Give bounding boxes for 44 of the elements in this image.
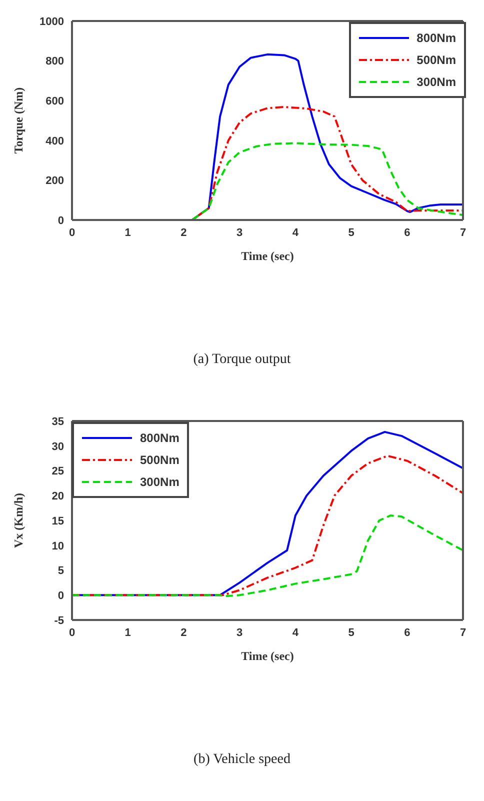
y-tick-label: 0 (58, 214, 64, 227)
y-tick-label: 15 (52, 515, 64, 528)
y-tick-label: 25 (52, 466, 64, 478)
y-tick-label: 20 (52, 490, 64, 503)
x-tick-label: 4 (292, 226, 300, 239)
y-tick-label: 0 (58, 590, 64, 602)
x-tick-label: 5 (348, 226, 354, 239)
y-tick-label: 5 (58, 565, 64, 578)
legend-label: 800Nm (416, 31, 456, 45)
x-tick-label: 4 (292, 626, 300, 639)
x-tick-label: 1 (124, 226, 131, 239)
x-tick-label: 7 (460, 626, 466, 639)
legend-label: 500Nm (416, 53, 456, 67)
text: (b) Vehicle speed (192, 752, 292, 768)
x-tick-label: 3 (236, 226, 243, 239)
y-tick-label: 30 (52, 440, 64, 453)
y-tick-label: 1000 (40, 16, 64, 28)
legend-label: 800Nm (140, 431, 180, 445)
x-tick-label: 3 (236, 626, 243, 639)
y-tick-label: 800 (46, 56, 64, 68)
x-tick-label: 1 (124, 626, 131, 639)
text: (a) Torque output (192, 352, 292, 368)
y-tick-label: 400 (46, 135, 64, 148)
x-tick-label: 5 (348, 626, 354, 639)
x-tick-label: 6 (404, 626, 410, 639)
y-tick-label: 10 (52, 540, 64, 552)
line-series (72, 514, 463, 598)
x-tick-label: 2 (180, 226, 187, 239)
x-axis-title: Time (sec) (241, 649, 294, 663)
x-tick-label: 0 (68, 626, 76, 639)
y-tick-label: 600 (46, 96, 64, 108)
x-axis-title: Time (sec) (241, 249, 294, 263)
legend-label: 300Nm (416, 75, 456, 89)
x-tick-label: 7 (460, 226, 466, 239)
legend-label: 300Nm (140, 475, 180, 489)
y-axis-title: Vx (Km/h) (11, 493, 26, 548)
y-tick-label: 35 (52, 416, 64, 428)
x-tick-label: 0 (68, 226, 76, 239)
y-axis-title: Torque (Nm) (11, 87, 26, 154)
y-tick-label: 200 (46, 175, 64, 188)
y-tick-label: -5 (54, 614, 64, 627)
legend-label: 500Nm (140, 453, 180, 467)
x-tick-label: 2 (180, 626, 187, 639)
x-tick-label: 6 (404, 226, 410, 239)
